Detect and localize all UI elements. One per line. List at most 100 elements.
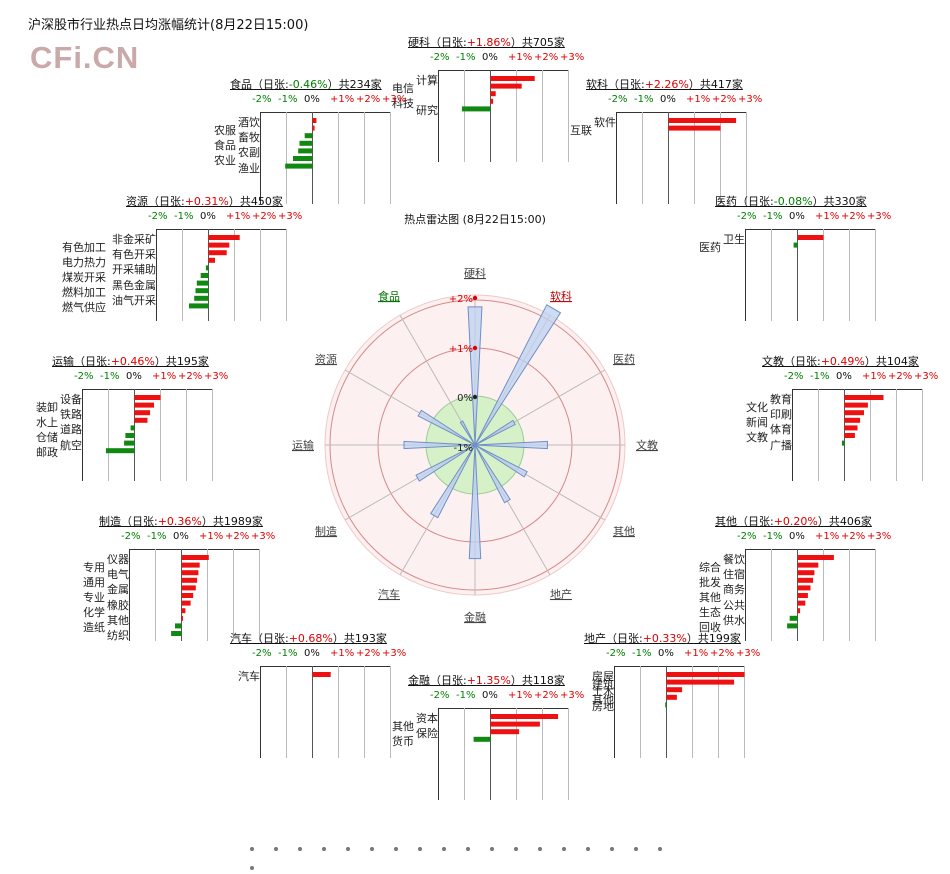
pager-dot[interactable] xyxy=(562,847,566,851)
tick-label: +2% xyxy=(356,648,381,659)
panel-title[interactable]: 制造（日张:+0.36%）共1989家 xyxy=(99,515,263,528)
pager-dot[interactable] xyxy=(634,847,638,851)
bar-label: 油气开采 xyxy=(112,293,156,307)
bar-农业 xyxy=(293,156,313,161)
pager-dot[interactable] xyxy=(346,847,350,851)
tick-label: -2% xyxy=(252,648,272,659)
bar-label: 道路 xyxy=(60,423,82,437)
bar-label: 通用 xyxy=(83,575,105,589)
bar-label: 燃料加工 xyxy=(62,286,106,300)
panel-title[interactable]: 运输（日张:+0.46%）共195家 xyxy=(52,355,209,368)
bar-label: 设备 xyxy=(60,393,82,406)
bar-label: 教育 xyxy=(770,393,792,406)
bar-燃料加工 xyxy=(195,288,209,294)
tick-label: 0% xyxy=(660,94,676,105)
sector-bar-plot xyxy=(616,112,747,204)
pager-dot[interactable] xyxy=(274,847,278,851)
tick-label: -1% xyxy=(100,371,120,382)
radar-wedge-2 xyxy=(474,419,516,446)
pager-dot[interactable] xyxy=(394,847,398,851)
panel-title[interactable]: 资源（日张:+0.31%）共450家 xyxy=(126,195,283,208)
pager-dot[interactable] xyxy=(586,847,590,851)
panel-title[interactable]: 硬科（日张:+1.86%）共705家 xyxy=(408,36,565,49)
pager-dot[interactable] xyxy=(658,847,662,851)
tick-label: 0% xyxy=(126,371,142,382)
bar-label: 开采辅助 xyxy=(112,263,156,277)
sector-bar-plot xyxy=(260,666,391,758)
cfi-logo[interactable]: CFi.CN xyxy=(30,40,140,75)
pager-dot[interactable] xyxy=(490,847,494,851)
panel-title[interactable]: 软科（日张:+2.26%）共417家 xyxy=(586,78,743,91)
pager-dot[interactable] xyxy=(250,847,254,851)
bar-住宿 xyxy=(797,570,815,576)
pager-dot[interactable] xyxy=(538,847,542,851)
bar-label: 住宿 xyxy=(723,568,745,582)
panel-title[interactable]: 金融（日张:+1.35%）共118家 xyxy=(408,674,565,687)
bar-label: 航空 xyxy=(60,438,82,452)
pager-dot[interactable] xyxy=(298,847,302,851)
pager-dot[interactable] xyxy=(418,847,422,851)
bar-label: 汽车 xyxy=(238,670,260,683)
bar-其他 xyxy=(181,615,183,621)
bar-label: 保险 xyxy=(416,727,438,741)
bar-燃气供应 xyxy=(189,303,209,309)
bar-label: 有色开采 xyxy=(112,248,156,262)
panel-title[interactable]: 文教（日张:+0.49%）共104家 xyxy=(762,355,919,368)
pager-dot[interactable] xyxy=(466,847,470,851)
bar-label: 体育 xyxy=(770,423,792,437)
tick-label: 0% xyxy=(789,211,805,222)
tick-label: +3% xyxy=(278,211,303,222)
tick-label: 0% xyxy=(200,211,216,222)
bar-电力热力 xyxy=(208,257,215,263)
bar-水上 xyxy=(134,417,148,423)
bar-label: 资本 xyxy=(416,712,438,725)
bar-label: 货币 xyxy=(392,734,414,748)
bar-label: 酒饮 xyxy=(238,116,260,129)
bar-保险 xyxy=(490,729,520,735)
bar-油气开采 xyxy=(194,295,209,301)
tick-label: -1% xyxy=(456,690,476,701)
tick-label: +1% xyxy=(152,371,177,382)
tick-label: -2% xyxy=(784,371,804,382)
pager-dot[interactable] xyxy=(610,847,614,851)
bar-文教 xyxy=(844,433,855,438)
bar-label: 研究 xyxy=(416,104,438,118)
change-value: -0.46% xyxy=(288,78,328,91)
panel-title[interactable]: 医药（日张:-0.08%）共330家 xyxy=(715,195,867,208)
pager-dot[interactable] xyxy=(250,866,254,870)
bar-仓储 xyxy=(125,433,135,438)
bar-label: 医药 xyxy=(699,240,721,254)
bar-label: 印刷 xyxy=(770,408,792,422)
bar-label: 餐饮 xyxy=(723,553,745,566)
bar-label: 黑色金属 xyxy=(112,278,156,292)
panel-title[interactable]: 汽车（日张:+0.68%）共193家 xyxy=(230,632,387,645)
tick-label: -1% xyxy=(632,648,652,659)
radar-ring-label: +1% xyxy=(449,344,473,355)
tick-label: +2% xyxy=(225,531,250,542)
panel-title[interactable]: 食品（日张:-0.46%）共234家 xyxy=(230,78,382,91)
bar-专业 xyxy=(181,593,194,598)
pager-dot[interactable] xyxy=(514,847,518,851)
bar-label: 科技 xyxy=(392,96,414,110)
tick-label: +3% xyxy=(382,648,407,659)
tick-label: +2% xyxy=(178,371,203,382)
tick-label: -1% xyxy=(147,531,167,542)
tick-label: +3% xyxy=(736,648,761,659)
radar-axis-label: 资源 xyxy=(315,352,337,366)
sector-bar-plot xyxy=(438,708,569,800)
bar-labels: 房屋 建筑 土木 其他 房地 xyxy=(582,668,614,760)
tick-label: -2% xyxy=(737,531,757,542)
pager-dot[interactable] xyxy=(370,847,374,851)
radar-wedge-0 xyxy=(467,306,483,446)
tick-label: +1% xyxy=(508,690,533,701)
bar-商务 xyxy=(797,585,811,591)
radar-axis-label: 制造 xyxy=(315,524,337,538)
panel-title[interactable]: 其他（日张:+0.20%）共406家 xyxy=(715,515,872,528)
pager-dot[interactable] xyxy=(322,847,326,851)
tick-label: +2% xyxy=(534,690,559,701)
bar-文化 xyxy=(844,402,868,408)
pager-dot[interactable] xyxy=(442,847,446,851)
panel-title[interactable]: 地产（日张:+0.33%）共199家 xyxy=(584,632,741,645)
bar-label: 卫生 xyxy=(723,233,745,246)
bar-label: 公共 xyxy=(723,598,745,612)
